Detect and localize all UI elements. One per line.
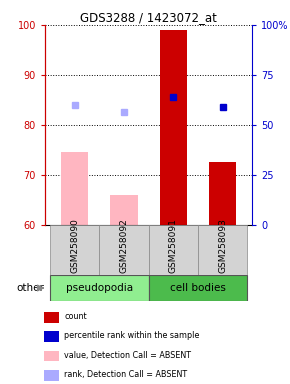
Text: other: other — [16, 283, 44, 293]
Bar — [50, 225, 99, 275]
Text: value, Detection Call = ABSENT: value, Detection Call = ABSENT — [64, 351, 191, 360]
Bar — [110, 195, 137, 225]
Text: GSM258090: GSM258090 — [70, 218, 79, 273]
Bar — [99, 225, 148, 275]
Bar — [61, 152, 88, 225]
Bar — [50, 275, 148, 301]
Bar — [148, 225, 198, 275]
Bar — [44, 370, 59, 381]
Text: rank, Detection Call = ABSENT: rank, Detection Call = ABSENT — [64, 370, 187, 379]
Bar — [44, 351, 59, 361]
Text: cell bodies: cell bodies — [170, 283, 226, 293]
Text: percentile rank within the sample: percentile rank within the sample — [64, 331, 200, 341]
Text: GSM258093: GSM258093 — [218, 218, 227, 273]
Bar — [44, 331, 59, 342]
Text: GSM258092: GSM258092 — [119, 218, 128, 273]
Title: GDS3288 / 1423072_at: GDS3288 / 1423072_at — [80, 11, 217, 24]
Bar — [44, 312, 59, 323]
Bar — [209, 162, 236, 225]
Text: pseudopodia: pseudopodia — [66, 283, 133, 293]
Bar — [148, 275, 247, 301]
Text: count: count — [64, 312, 87, 321]
Bar — [198, 225, 247, 275]
Text: GSM258091: GSM258091 — [169, 218, 178, 273]
Bar — [160, 30, 187, 225]
